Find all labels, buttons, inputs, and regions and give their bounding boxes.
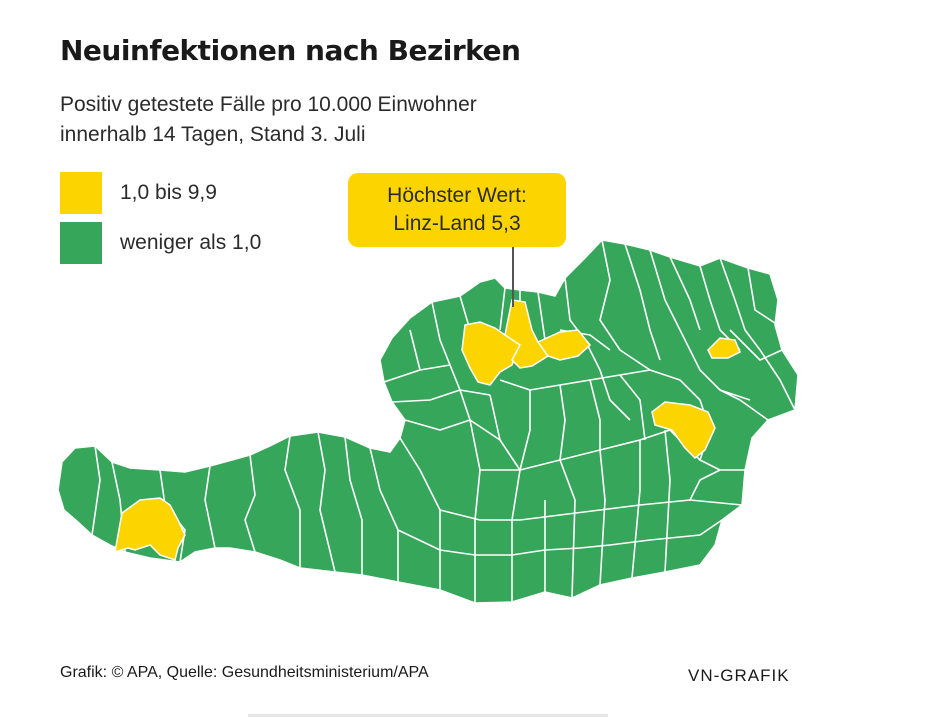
source-credit: Grafik: © APA, Quelle: Gesundheitsminist…: [60, 664, 429, 681]
chart-title: Neuinfektionen nach Bezirken: [60, 34, 521, 67]
legend-swatch-green: [60, 222, 102, 264]
subtitle-line-1: Positiv getestete Fälle pro 10.000 Einwo…: [60, 93, 477, 116]
subtitle-line-2: innerhalb 14 Tagen, Stand 3. Juli: [60, 123, 366, 146]
highlighted-districts: [114, 299, 741, 561]
legend-label-low: weniger als 1,0: [120, 231, 262, 254]
district-mistelbach: [707, 337, 741, 359]
highest-value-callout: Höchster Wert: Linz-Land 5,3: [348, 173, 566, 247]
brand-label: VN-GRAFIK: [688, 666, 790, 685]
callout-line-2: Linz-Land 5,3: [393, 212, 521, 235]
legend: 1,0 bis 9,9 weniger als 1,0: [60, 170, 261, 270]
chart-subtitle: Positiv getestete Fälle pro 10.000 Einwo…: [60, 90, 580, 150]
district-perg: [536, 329, 592, 361]
legend-item-low: weniger als 1,0: [60, 220, 261, 266]
callout-leader-line: [512, 247, 514, 307]
district-borders: [91, 239, 796, 603]
legend-item-high: 1,0 bis 9,9: [60, 170, 261, 216]
district-landeck: [114, 497, 186, 561]
legend-label-high: 1,0 bis 9,9: [120, 181, 217, 204]
callout-line-1: Höchster Wert:: [387, 184, 527, 207]
district-linz-land: [461, 321, 521, 386]
legend-swatch-yellow: [60, 172, 102, 214]
district-wiener-neustadt: [651, 401, 716, 460]
bottom-divider: [248, 714, 608, 717]
